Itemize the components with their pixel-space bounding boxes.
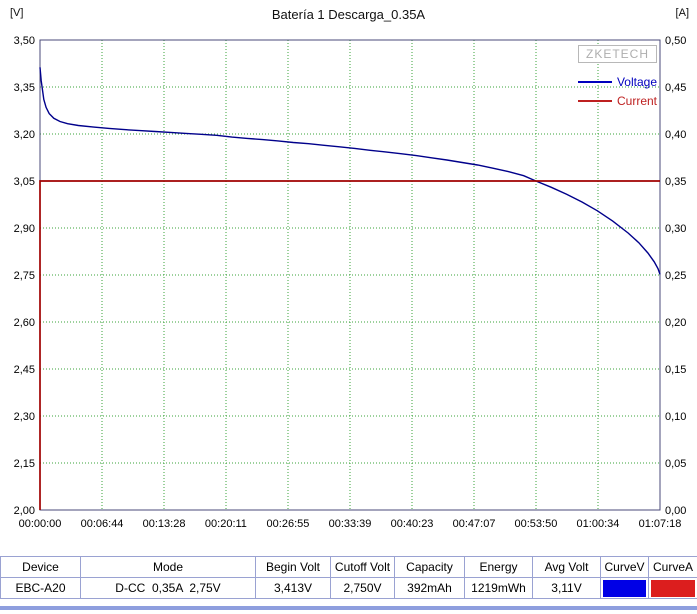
svg-text:0,10: 0,10 — [665, 411, 686, 423]
cell-device[interactable]: EBC-A20 — [0, 577, 81, 599]
svg-text:3,20: 3,20 — [14, 129, 35, 141]
header-capacity: Capacity — [394, 556, 465, 578]
svg-text:00:13:28: 00:13:28 — [143, 518, 186, 530]
header-energy: Energy — [464, 556, 533, 578]
axis-tick-labels: 3,50 3,35 3,20 3,05 2,90 2,75 2,60 2,45 2,30 2,15… — [14, 35, 687, 530]
legend-label-current: Current — [616, 94, 657, 108]
left-axis-unit: [V] — [10, 7, 24, 19]
curve-v-color-swatch[interactable] — [603, 579, 646, 597]
svg-text:2,15: 2,15 — [14, 458, 35, 470]
cell-mode[interactable]: D-CC 0,35A 2,75V — [80, 577, 256, 599]
svg-text:00:40:23: 00:40:23 — [391, 518, 434, 530]
svg-text:00:06:44: 00:06:44 — [81, 518, 124, 530]
header-curve-v: CurveV — [600, 556, 649, 578]
header-mode: Mode — [80, 556, 256, 578]
header-cutoff-volt: Cutoff Volt — [330, 556, 395, 578]
svg-text:0,40: 0,40 — [665, 129, 686, 141]
cell-curve-v — [600, 577, 649, 599]
curve-a-color-swatch[interactable] — [651, 579, 695, 597]
voltage-line-swatch-icon — [577, 81, 612, 83]
bottom-scrollbar[interactable] — [0, 606, 697, 610]
cell-cutoff-volt[interactable]: 2,750V — [330, 577, 395, 599]
svg-text:00:00:00: 00:00:00 — [19, 518, 62, 530]
svg-text:0,35: 0,35 — [665, 176, 686, 188]
grid-lines — [39, 39, 661, 511]
discharge-chart: 3,50 3,35 3,20 3,05 2,90 2,75 2,60 2,45 2,30 2,15… — [14, 35, 687, 530]
cell-energy[interactable]: 1219mWh — [464, 577, 533, 599]
svg-text:0,45: 0,45 — [665, 82, 686, 94]
legend-label-voltage: Voltage — [616, 75, 657, 89]
svg-text:0,25: 0,25 — [665, 270, 686, 282]
header-device: Device — [0, 556, 81, 578]
header-begin-volt: Begin Volt — [255, 556, 331, 578]
chart-legend: ZKETECH Voltage Current — [577, 45, 657, 108]
svg-text:0,30: 0,30 — [665, 223, 686, 235]
voltage-curve — [39, 67, 661, 275]
results-table: Device Mode Begin Volt Cutoff Volt Capac… — [0, 556, 697, 599]
cell-begin-volt[interactable]: 3,413V — [255, 577, 331, 599]
cell-curve-a — [648, 577, 697, 599]
chart-panel: 3,50 3,35 3,20 3,05 2,90 2,75 2,60 2,45 2,30 2,15… — [10, 7, 689, 530]
svg-text:0,20: 0,20 — [665, 317, 686, 329]
svg-text:2,60: 2,60 — [14, 317, 35, 329]
svg-text:01:00:34: 01:00:34 — [577, 518, 620, 530]
svg-text:2,90: 2,90 — [14, 223, 35, 235]
zketech-watermark: ZKETECH — [577, 45, 657, 63]
chart-title: Batería 1 Descarga_0.35A — [271, 7, 426, 22]
current-curve — [39, 180, 660, 510]
svg-text:2,75: 2,75 — [14, 270, 35, 282]
svg-text:00:47:07: 00:47:07 — [453, 518, 496, 530]
current-line-swatch-icon — [577, 100, 612, 102]
legend-item-current: Current — [577, 94, 657, 108]
svg-text:2,00: 2,00 — [14, 505, 35, 517]
cell-capacity[interactable]: 392mAh — [394, 577, 465, 599]
table-header-row: Device Mode Begin Volt Cutoff Volt Capac… — [0, 556, 697, 578]
svg-text:00:20:11: 00:20:11 — [205, 518, 247, 530]
right-axis-unit: [A] — [675, 7, 689, 19]
header-curve-a: CurveA — [648, 556, 697, 578]
legend-item-voltage: Voltage — [577, 75, 657, 89]
svg-text:0,05: 0,05 — [665, 458, 686, 470]
svg-text:3,05: 3,05 — [14, 176, 35, 188]
cell-avg-volt[interactable]: 3,11V — [532, 577, 601, 599]
svg-text:2,45: 2,45 — [14, 364, 35, 376]
header-avg-volt: Avg Volt — [532, 556, 601, 578]
svg-text:2,30: 2,30 — [14, 411, 35, 423]
svg-text:01:07:18: 01:07:18 — [639, 518, 682, 530]
svg-text:00:53:50: 00:53:50 — [515, 518, 558, 530]
svg-text:00:26:55: 00:26:55 — [267, 518, 310, 530]
svg-text:0,50: 0,50 — [665, 35, 686, 47]
svg-text:3,35: 3,35 — [14, 82, 35, 94]
svg-text:00:33:39: 00:33:39 — [329, 518, 372, 530]
svg-text:0,15: 0,15 — [665, 364, 686, 376]
svg-text:0,00: 0,00 — [665, 505, 686, 517]
svg-text:3,50: 3,50 — [14, 35, 35, 47]
table-row[interactable]: EBC-A20 D-CC 0,35A 2,75V 3,413V 2,750V 3… — [0, 577, 697, 599]
